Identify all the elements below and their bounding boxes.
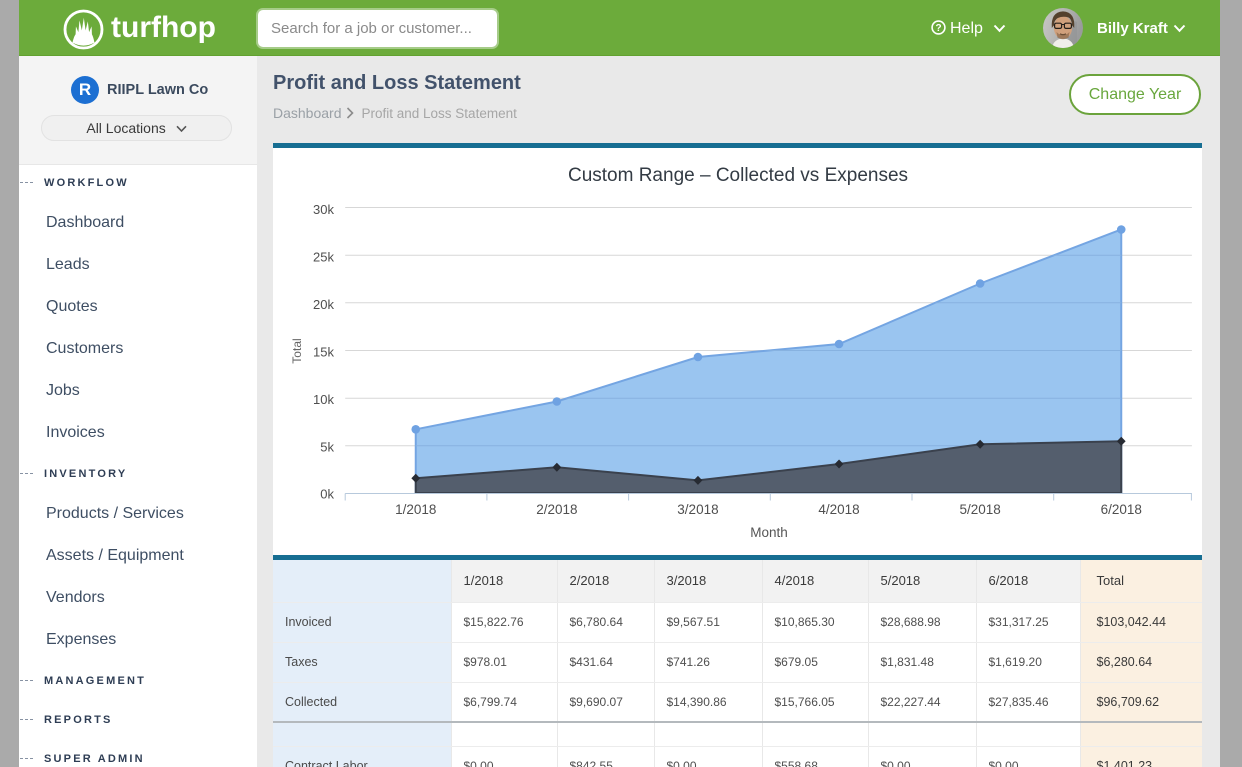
svg-text:Custom Range – Collected vs Ex: Custom Range – Collected vs Expenses xyxy=(568,165,908,186)
svg-text:3/2018: 3/2018 xyxy=(677,502,718,517)
svg-text:30k: 30k xyxy=(313,202,334,217)
svg-text:Total: Total xyxy=(290,338,304,363)
svg-text:20k: 20k xyxy=(313,297,334,312)
svg-text:15k: 15k xyxy=(313,345,334,360)
svg-text:1/2018: 1/2018 xyxy=(395,502,436,517)
svg-text:?: ? xyxy=(935,23,941,34)
svg-text:5/2018: 5/2018 xyxy=(960,502,1001,517)
svg-text:10k: 10k xyxy=(313,392,334,407)
svg-text:5k: 5k xyxy=(320,440,334,455)
svg-text:2/2018: 2/2018 xyxy=(536,502,577,517)
svg-text:0k: 0k xyxy=(320,487,334,502)
svg-text:Month: Month xyxy=(750,525,788,540)
svg-text:6/2018: 6/2018 xyxy=(1101,502,1142,517)
svg-text:4/2018: 4/2018 xyxy=(818,502,859,517)
svg-text:25k: 25k xyxy=(313,250,334,265)
